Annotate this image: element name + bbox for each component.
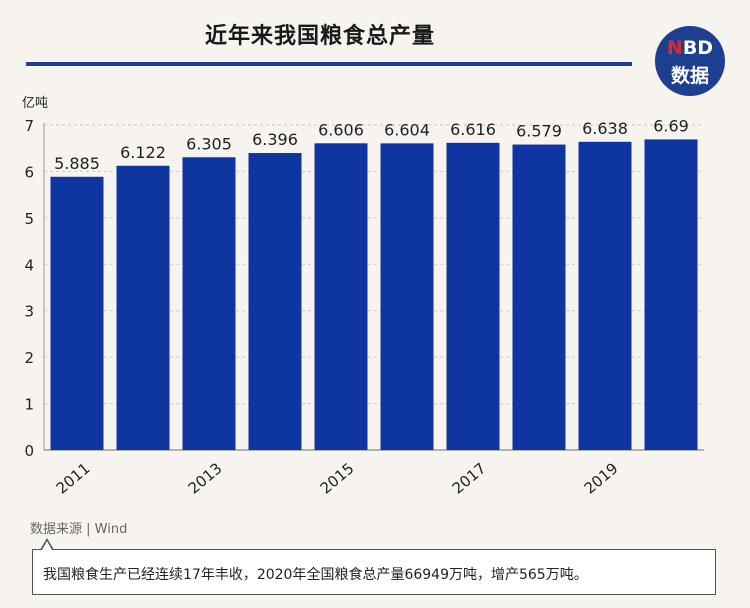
logo-letters-bd: BD	[682, 37, 714, 59]
data-label: 6.638	[582, 119, 628, 138]
bar	[578, 141, 632, 451]
x-tick-label: 2013	[185, 459, 226, 497]
note-text: 我国粮食生产已经连续17年丰收，2020年全国粮食总产量66949万吨，增产56…	[43, 567, 588, 583]
bar	[182, 157, 236, 450]
bar-chart: 0 1 2 3 4 5 6 7 亿吨 5.885 6.122 6.305 6.396 6.606 6.604…	[22, 96, 704, 498]
bar	[512, 144, 566, 450]
y-tick-label: 1	[24, 396, 34, 414]
logo-text: 数据	[670, 65, 709, 87]
data-label: 6.616	[450, 120, 496, 139]
bar	[314, 143, 368, 451]
data-label: 6.396	[252, 130, 298, 149]
data-label: 6.579	[516, 122, 562, 141]
note-pointer-inner	[42, 541, 52, 550]
x-tick-label: 2015	[317, 459, 358, 497]
data-label: 5.885	[54, 154, 100, 173]
nbd-logo: NBD 数据	[655, 26, 725, 96]
data-label: 6.69	[653, 116, 689, 135]
y-axis-label: 亿吨	[22, 96, 48, 111]
y-tick-label: 5	[24, 210, 34, 228]
y-tick-label: 2	[24, 349, 34, 367]
y-tick-label: 3	[24, 303, 34, 321]
bar	[248, 153, 302, 451]
y-tick-label: 0	[24, 442, 34, 460]
bar	[446, 142, 500, 451]
x-tick-label: 2019	[581, 459, 622, 497]
x-tick-label: 2011	[53, 459, 94, 497]
bar	[644, 139, 698, 450]
bar	[50, 176, 104, 450]
bar	[380, 143, 434, 450]
logo-letter-n: N	[666, 37, 683, 59]
y-tick-label: 4	[24, 256, 34, 274]
y-tick-label: 7	[24, 117, 34, 135]
x-tick-label: 2017	[449, 459, 490, 497]
chart-title: 近年来我国粮食总产量	[204, 24, 435, 49]
data-label: 6.305	[186, 134, 232, 153]
data-label: 6.606	[318, 120, 364, 139]
note-box: 我国粮食生产已经连续17年丰收，2020年全国粮食总产量66949万吨，增产56…	[32, 549, 716, 595]
data-label: 6.604	[384, 120, 430, 139]
bar	[116, 165, 170, 450]
data-source: 数据来源 | Wind	[30, 522, 128, 537]
y-tick-label: 6	[24, 163, 34, 181]
title-divider	[26, 62, 632, 66]
data-label: 6.122	[120, 143, 166, 162]
